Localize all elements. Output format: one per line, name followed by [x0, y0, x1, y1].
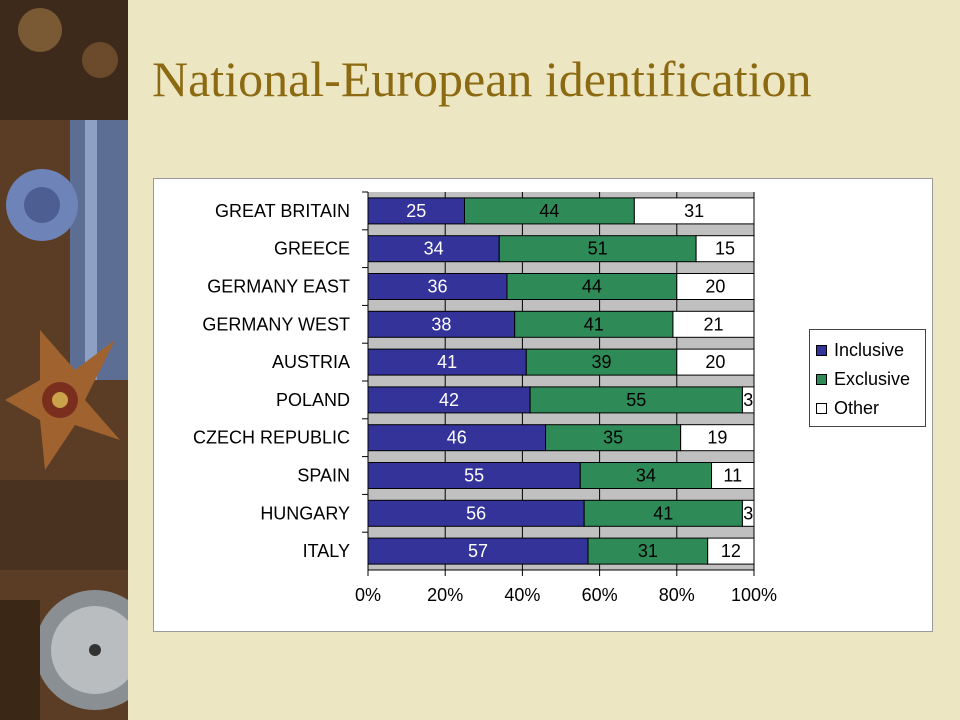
data-label-inclusive-czech-republic: 46: [447, 428, 467, 448]
data-label-other-germany-east: 20: [705, 277, 725, 297]
legend-swatch-inclusive: [816, 345, 827, 356]
legend-item-exclusive: Exclusive: [816, 365, 925, 394]
data-label-exclusive-poland: 55: [626, 390, 646, 410]
data-label-exclusive-germany-east: 44: [582, 277, 602, 297]
decorative-sidebar-image: [0, 0, 128, 720]
data-label-other-spain: 11: [723, 466, 742, 486]
legend-label-other: Other: [834, 398, 880, 418]
bar-inclusive-austria: [367, 348, 527, 376]
category-label-greece: GREECE: [274, 239, 350, 259]
bar-other-germany-east: [676, 273, 755, 300]
bar-other-greece: [695, 235, 755, 263]
x-tick-label: 80%: [659, 585, 695, 605]
stacked-bar-chart: 0% 20% 40% 60% 80% 100% GREAT BRITAIN 25 44 31 GRE…: [193, 191, 777, 605]
data-label-other-hungary: 3: [743, 503, 753, 523]
bar-inclusive-spain: [367, 462, 581, 489]
bar-inclusive-czech-republic: [367, 424, 547, 452]
data-label-inclusive-germany-west: 38: [431, 314, 451, 334]
bar-exclusive-italy: [587, 537, 709, 565]
bar-exclusive-great-britain: [464, 197, 635, 225]
bar-inclusive-hungary: [367, 499, 585, 527]
data-label-other-czech-republic: 19: [707, 428, 727, 448]
legend-item-other: Other: [816, 394, 925, 423]
data-label-inclusive-austria: 41: [437, 352, 457, 372]
bar-exclusive-spain: [579, 462, 713, 489]
bar-inclusive-germany-east: [367, 273, 508, 300]
data-label-other-great-britain: 31: [684, 201, 704, 221]
data-label-exclusive-great-britain: 44: [539, 201, 559, 221]
bar-other-spain: [711, 462, 755, 489]
category-label-germany-west: GERMANY WEST: [202, 314, 350, 334]
data-label-inclusive-hungary: 56: [466, 503, 486, 523]
x-tick-label: 100%: [731, 585, 777, 605]
category-label-austria: AUSTRIA: [272, 352, 350, 372]
bar-inclusive-italy: [367, 537, 589, 565]
category-label-spain: SPAIN: [297, 466, 350, 486]
data-label-other-italy: 12: [721, 541, 741, 561]
data-label-exclusive-austria: 39: [592, 352, 612, 372]
data-label-inclusive-germany-east: 36: [427, 277, 447, 297]
bar-other-austria: [676, 348, 755, 376]
data-label-other-germany-west: 21: [703, 314, 723, 334]
bar-exclusive-austria: [525, 348, 678, 376]
x-tick-label: 0%: [355, 585, 381, 605]
category-label-poland: POLAND: [276, 390, 350, 410]
category-label-italy: ITALY: [303, 541, 350, 561]
chart-legend: Inclusive Exclusive Other: [809, 329, 926, 427]
category-label-czech-republic: CZECH REPUBLIC: [193, 428, 350, 448]
category-label-germany-east: GERMANY EAST: [207, 277, 350, 297]
data-label-exclusive-germany-west: 41: [584, 314, 604, 334]
bar-inclusive-germany-west: [367, 310, 516, 338]
category-label-hungary: HUNGARY: [260, 503, 350, 523]
bar-exclusive-germany-east: [506, 273, 678, 300]
data-label-exclusive-hungary: 41: [653, 503, 673, 523]
x-tick-label: 20%: [427, 585, 463, 605]
data-label-inclusive-italy: 57: [468, 541, 488, 561]
data-label-exclusive-italy: 31: [638, 541, 658, 561]
bar-other-hungary: [741, 499, 755, 527]
data-label-inclusive-poland: 42: [439, 390, 459, 410]
bar-other-czech-republic: [680, 424, 755, 452]
legend-label-exclusive: Exclusive: [834, 369, 911, 389]
data-label-other-austria: 20: [705, 352, 725, 372]
bar-inclusive-poland: [367, 386, 531, 414]
legend-label-inclusive: Inclusive: [834, 340, 905, 360]
data-label-other-greece: 15: [715, 239, 735, 259]
bar-exclusive-germany-west: [514, 310, 674, 338]
data-label-inclusive-spain: 55: [464, 466, 484, 486]
bar-other-great-britain: [633, 197, 755, 225]
data-label-other-poland: 3: [743, 390, 753, 410]
data-label-exclusive-spain: 34: [636, 466, 656, 486]
data-label-exclusive-czech-republic: 35: [603, 428, 623, 448]
x-tick-label: 60%: [582, 585, 618, 605]
legend-swatch-other: [816, 403, 827, 414]
data-label-inclusive-greece: 34: [424, 239, 444, 259]
legend-item-inclusive: Inclusive: [816, 336, 925, 365]
bar-other-italy: [707, 537, 755, 565]
category-label-great-britain: GREAT BRITAIN: [215, 201, 350, 221]
bar-exclusive-greece: [498, 235, 697, 263]
bar-other-poland: [741, 386, 755, 414]
data-label-exclusive-greece: 51: [588, 239, 608, 259]
bar-exclusive-poland: [529, 386, 743, 414]
data-label-inclusive-great-britain: 25: [406, 201, 426, 221]
legend-swatch-exclusive: [816, 374, 827, 385]
x-tick-label: 40%: [504, 585, 540, 605]
bar-inclusive-greece: [367, 235, 500, 263]
chart-container: 0% 20% 40% 60% 80% 100% GREAT BRITAIN 25 44 31 GRE…: [153, 178, 933, 632]
slide-title: National-European identification: [152, 51, 812, 107]
bar-other-germany-west: [672, 310, 755, 338]
